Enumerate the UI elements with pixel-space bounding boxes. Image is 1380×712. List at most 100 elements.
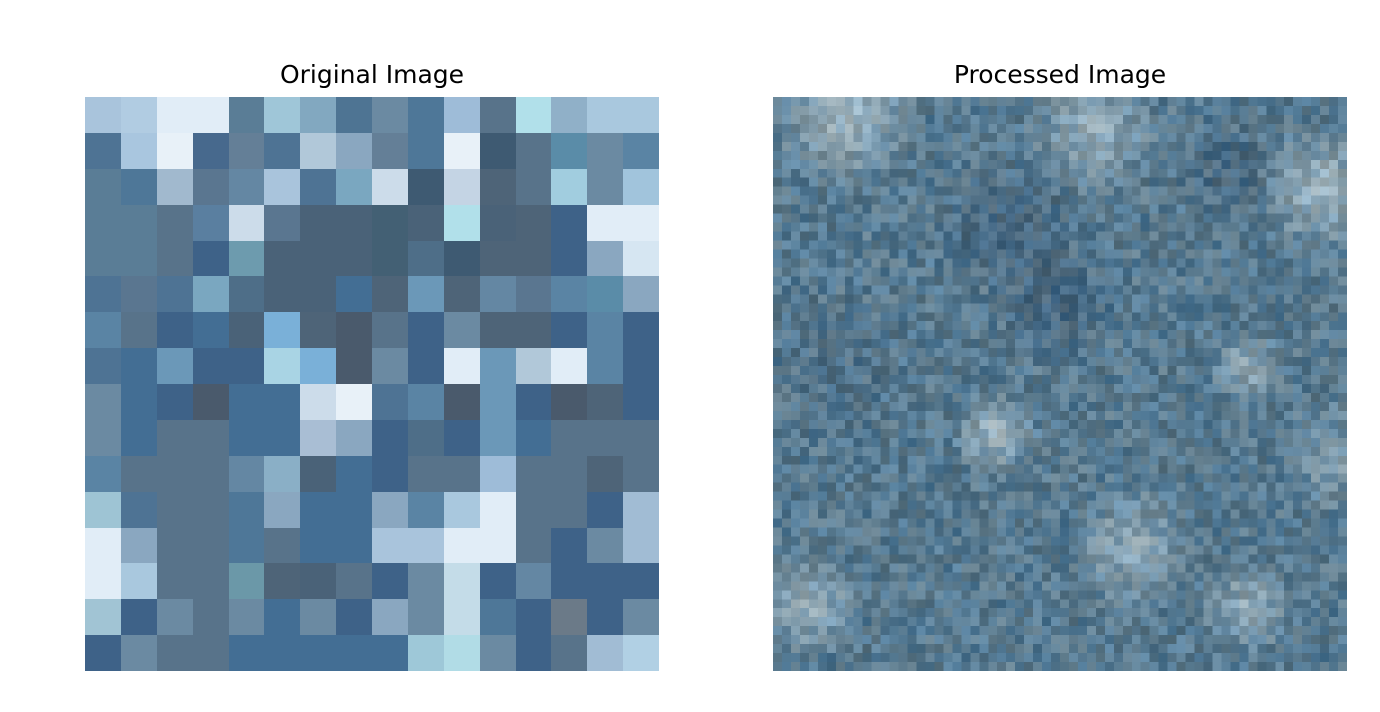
- pixel-cell: [372, 132, 408, 169]
- pixel-cell: [192, 599, 229, 636]
- pixel-cell: [228, 348, 265, 384]
- pixel-cell: [192, 491, 229, 528]
- pixel-cell: [372, 97, 408, 133]
- pixel-cell: [120, 419, 157, 456]
- pixel-cell: [85, 276, 121, 313]
- pixel-cell: [85, 168, 121, 205]
- pixel-cell: [228, 419, 265, 456]
- pixel-cell: [264, 491, 301, 528]
- pixel-cell: [443, 563, 480, 600]
- pixel-cell: [587, 455, 624, 492]
- pixel-cell: [443, 276, 480, 313]
- pixel-cell: [443, 384, 480, 420]
- pixel-cell: [372, 455, 408, 492]
- pixel-cell: [336, 204, 372, 241]
- pixel-cell: [192, 97, 229, 133]
- pixel-cell: [120, 312, 157, 349]
- pixel-cell: [443, 491, 480, 528]
- pixel-cell: [300, 635, 337, 671]
- pixel-cell: [300, 240, 337, 277]
- pixel-cell: [300, 97, 337, 133]
- pixel-cell: [551, 527, 588, 564]
- pixel-cell: [407, 563, 444, 600]
- processed-image-title: Processed Image: [953, 60, 1167, 89]
- pixel-cell: [264, 240, 301, 277]
- pixel-cell: [336, 97, 372, 133]
- pixel-cell: [623, 635, 659, 671]
- pixel-cell: [192, 168, 229, 205]
- pixel-cell: [587, 168, 624, 205]
- pixel-cell: [264, 384, 301, 420]
- pixel-cell: [85, 419, 121, 456]
- pixel-cell: [515, 97, 552, 133]
- pixel-cell: [156, 276, 193, 313]
- pixel-cell: [587, 97, 624, 133]
- pixel-cell: [156, 419, 193, 456]
- pixel-cell: [479, 97, 516, 133]
- pixel-cell: [156, 348, 193, 384]
- pixel-cell: [85, 599, 121, 636]
- pixel-cell: [515, 240, 552, 277]
- pixel-cell: [264, 563, 301, 600]
- pixel-cell: [120, 563, 157, 600]
- pixel-cell: [515, 491, 552, 528]
- pixel-cell: [336, 455, 372, 492]
- pixel-cell: [192, 348, 229, 384]
- pixel-cell: [623, 419, 659, 456]
- pixel-cell: [85, 204, 121, 241]
- pixel-cell: [587, 348, 624, 384]
- pixel-cell: [587, 240, 624, 277]
- pixel-cell: [479, 240, 516, 277]
- pixel-cell: [120, 276, 157, 313]
- pixel-cell: [515, 635, 552, 671]
- pixel-cell: [407, 419, 444, 456]
- pixel-cell: [623, 599, 659, 636]
- pixel-cell: [407, 348, 444, 384]
- pixel-cell: [479, 132, 516, 169]
- pixel-cell: [264, 635, 301, 671]
- pixel-cell: [156, 563, 193, 600]
- pixel-cell: [587, 635, 624, 671]
- pixel-cell: [192, 276, 229, 313]
- pixel-cell: [300, 204, 337, 241]
- pixel-cell: [85, 97, 121, 133]
- pixel-cell: [264, 132, 301, 169]
- pixel-cell: [515, 419, 552, 456]
- pixel-cell: [120, 168, 157, 205]
- pixel-cell: [228, 455, 265, 492]
- pixel-cell: [443, 599, 480, 636]
- pixel-cell: [407, 527, 444, 564]
- pixel-cell: [623, 348, 659, 384]
- pixel-cell: [515, 384, 552, 420]
- pixel-cell: [336, 168, 372, 205]
- pixel-cell: [479, 419, 516, 456]
- pixel-cell: [407, 455, 444, 492]
- pixel-cell: [85, 527, 121, 564]
- pixel-cell: [120, 455, 157, 492]
- pixel-cell: [587, 563, 624, 600]
- pixel-cell: [551, 168, 588, 205]
- pixel-cell: [336, 419, 372, 456]
- pixel-cell: [551, 491, 588, 528]
- pixel-cell: [479, 527, 516, 564]
- pixel-cell: [407, 491, 444, 528]
- pixel-cell: [336, 348, 372, 384]
- pixel-cell: [156, 455, 193, 492]
- pixel-cell: [551, 240, 588, 277]
- pixel-cell: [156, 384, 193, 420]
- pixel-cell: [85, 635, 121, 671]
- pixel-cell: [192, 455, 229, 492]
- pixel-cell: [587, 599, 624, 636]
- pixel-cell: [587, 276, 624, 313]
- pixel-cell: [120, 348, 157, 384]
- original-image: [85, 97, 659, 671]
- pixel-cell: [336, 635, 372, 671]
- pixel-cell: [156, 491, 193, 528]
- pixel-cell: [192, 132, 229, 169]
- pixel-cell: [551, 635, 588, 671]
- pixel-cell: [336, 599, 372, 636]
- pixel-cell: [551, 97, 588, 133]
- pixel-cell: [479, 635, 516, 671]
- pixel-cell: [336, 312, 372, 349]
- pixel-cell: [336, 384, 372, 420]
